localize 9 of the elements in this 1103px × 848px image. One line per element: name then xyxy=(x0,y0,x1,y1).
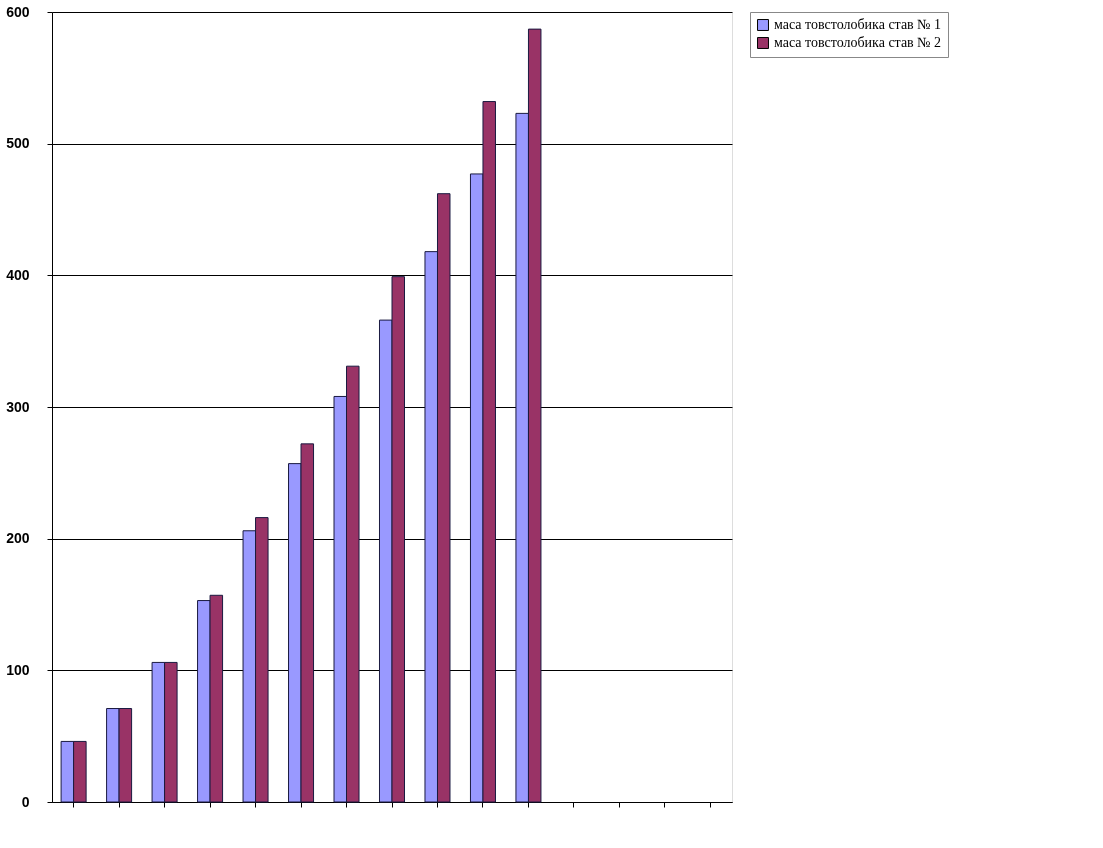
y-tick-label: 0 xyxy=(21,793,30,810)
y-tick-label: 400 xyxy=(6,266,30,283)
legend-label: маса товстолобика став № 1 xyxy=(774,17,942,32)
y-tick-label: 300 xyxy=(6,398,30,415)
y-tick-label: 500 xyxy=(6,135,30,152)
y-tick-label: 200 xyxy=(6,530,30,547)
y-tick-label: 100 xyxy=(6,661,30,678)
y-tick-label: 600 xyxy=(6,3,30,20)
legend-label: маса товстолобика став № 2 xyxy=(774,35,942,50)
